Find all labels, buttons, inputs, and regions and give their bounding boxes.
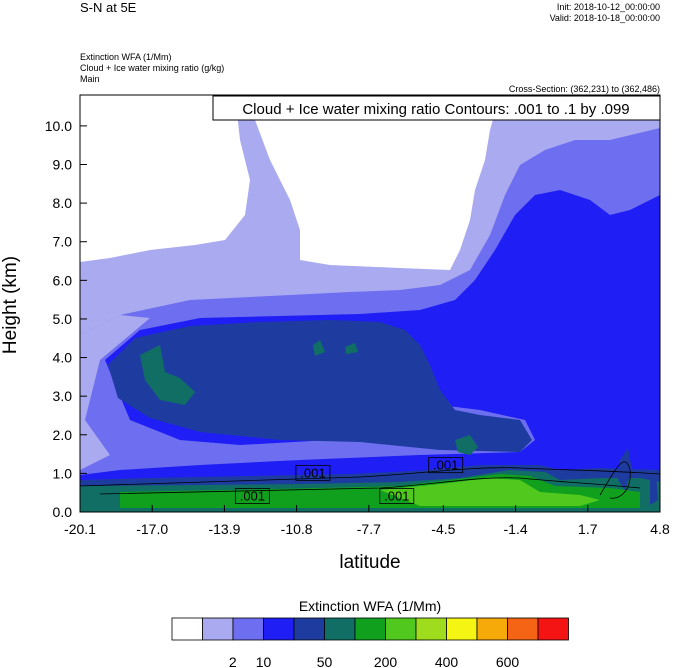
colorbar-swatch [537, 617, 569, 641]
x-tick-label: -20.1 [64, 521, 96, 537]
colorbar-swatch [385, 617, 417, 641]
y-tick-label: 8.0 [53, 195, 73, 211]
contour-line-3 [599, 461, 631, 499]
colorbar [171, 617, 569, 641]
teal-patch-left [140, 345, 195, 405]
colorbar-label: 600 [496, 654, 520, 668]
contour-line-1 [80, 467, 660, 487]
teal-patch-mid1 [313, 340, 325, 356]
contour-label-box [428, 457, 464, 474]
colorbar-swatch [446, 617, 478, 641]
colorbar-labels: 2 10 50 200 400 600 [229, 654, 520, 668]
light-band-left [80, 315, 150, 470]
y-tick-label: 6.0 [53, 272, 73, 288]
colorbar-swatch [232, 617, 264, 641]
y-tick-label: 7.0 [53, 234, 73, 250]
contour-label-box [234, 488, 270, 504]
teal-patch-mid2 [345, 343, 358, 354]
main-title: S-N at 5E [80, 0, 137, 15]
heatmap-field [80, 95, 660, 512]
y-tick-label: 1.0 [53, 465, 73, 481]
y-tick-label: 10.0 [45, 118, 72, 134]
clear-air-upper-left [80, 95, 250, 262]
contour-label: .001 [240, 489, 265, 504]
x-axis-label: latitude [339, 552, 400, 573]
x-tick-label: -4.5 [431, 521, 455, 537]
field-level-darkblue [108, 320, 532, 452]
colorbar-swatch [202, 617, 234, 641]
convective-cell-right [618, 448, 632, 490]
colorbar-label: 2 [229, 654, 237, 668]
contour-label: .001 [300, 465, 325, 480]
plot-frame [79, 94, 661, 513]
x-tick-label: -1.4 [504, 521, 528, 537]
contour-label-box [295, 464, 331, 481]
clear-air-upper-middle [150, 95, 500, 270]
colorbar-swatch [354, 617, 386, 641]
colorbar-swatch [324, 617, 356, 641]
y-axis-ticks: 0.0 1.0 2.0 3.0 4.0 5.0 6.0 7.0 8.0 9.0 10.0 [45, 118, 87, 520]
colorbar-label: 400 [435, 654, 459, 668]
teal-patch-right [455, 435, 478, 455]
x-tick-label: -7.7 [357, 521, 381, 537]
y-axis-label: Height (km) [0, 256, 21, 354]
y-tick-label: 2.0 [53, 427, 73, 443]
contour-label-box [379, 488, 415, 504]
field-label-main: Main [80, 74, 100, 84]
x-axis-ticks: -20.1 -17.0 -13.9 -10.8 -7.7 -4.5 -1.4 1.7 4.8 [64, 505, 670, 537]
x-tick-label: -10.8 [281, 521, 313, 537]
cross-section-label: Cross-Section: (362,231) to (362,486) [508, 84, 660, 94]
y-tick-label: 3.0 [53, 388, 73, 404]
valid-time: Valid: 2018-10-18_00:00:00 [549, 13, 660, 23]
colorbar-swatch [507, 617, 539, 641]
clear-air-small [80, 165, 100, 190]
field-label-extinction: Extinction WFA (1/Mm) [80, 52, 172, 62]
surface-band-lightgreen [380, 478, 600, 506]
x-tick-label: 4.8 [650, 521, 670, 537]
y-tick-label: 4.0 [53, 350, 73, 366]
colorbar-swatch [293, 617, 325, 641]
x-tick-label: -17.0 [136, 521, 168, 537]
x-tick-label: 1.7 [578, 521, 598, 537]
init-time: Init: 2018-10-12_00:00:00 [556, 2, 660, 12]
colorbar-swatch [171, 617, 203, 641]
contour-info-box [212, 95, 661, 121]
colorbar-swatch [415, 617, 447, 641]
y-tick-label: 0.0 [53, 504, 73, 520]
field-label-cloud: Cloud + Ice water mixing ratio (g/kg) [80, 63, 225, 73]
colorbar-swatch [476, 617, 508, 641]
colorbar-title: Extinction WFA (1/Mm) [299, 598, 441, 614]
contour-info-text: Cloud + Ice water mixing ratio Contours:… [242, 101, 629, 118]
x-tick-label: -13.9 [208, 521, 240, 537]
colorbar-swatch [263, 617, 295, 641]
contour-label-group: .001 .001 .001 .001 [234, 457, 464, 504]
y-tick-label: 9.0 [53, 157, 73, 173]
colorbar-label: 200 [374, 654, 398, 668]
colorbar-label: 10 [256, 654, 272, 668]
contour-label: .001 [433, 458, 458, 473]
colorbar-label: 50 [317, 654, 333, 668]
contour-lines [80, 461, 660, 499]
contour-line-2 [99, 477, 641, 495]
contour-label: .001 [384, 489, 409, 504]
y-tick-label: 5.0 [53, 311, 73, 327]
convective-cell-edge [650, 472, 658, 505]
